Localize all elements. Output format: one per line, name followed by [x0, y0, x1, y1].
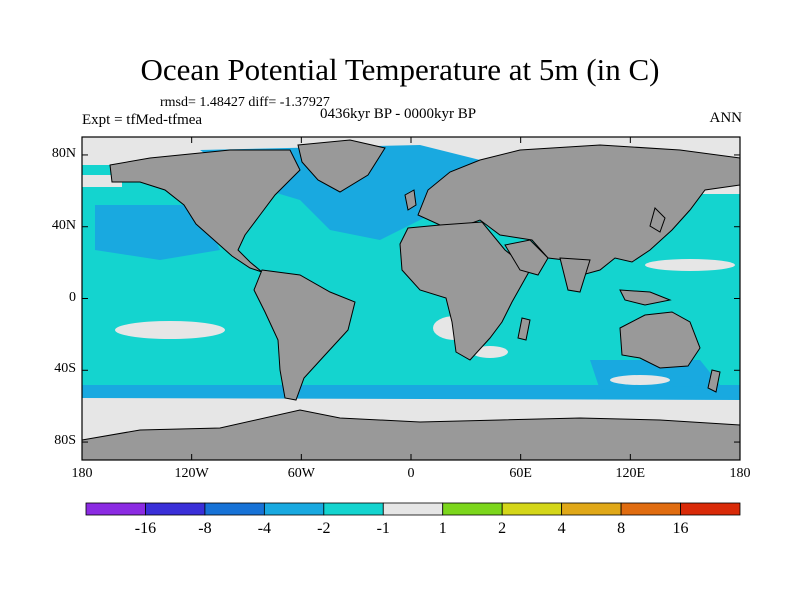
greenland — [297, 139, 386, 193]
period-label: 0436kyr BP - 0000kyr BP — [320, 106, 477, 122]
colorbar-swatch — [145, 502, 206, 516]
x-tick-label: 60W — [287, 466, 315, 481]
y-tick-label: 80N — [51, 145, 76, 161]
axis-ticks — [81, 137, 741, 460]
colorbar-swatch — [204, 502, 265, 516]
colorbar-label: 1 — [438, 520, 447, 537]
europe-asia — [417, 144, 740, 276]
colorbar-swatch — [442, 502, 503, 516]
south-america — [253, 269, 356, 401]
colorbar-label: -2 — [317, 520, 331, 537]
y-tick-label: 40S — [54, 361, 76, 377]
map-field — [82, 137, 740, 460]
x-tick-label: 120W — [174, 466, 209, 481]
y-tick-label: 40N — [51, 217, 76, 233]
madagascar — [517, 317, 531, 341]
north-america — [109, 149, 301, 273]
rmsd-diff-stats: rmsd= 1.48427 diff= -1.37927 — [160, 95, 330, 110]
colorbar-label: -8 — [198, 520, 212, 537]
x-tick-label: 180 — [71, 466, 93, 481]
x-tick-label: 120E — [615, 466, 646, 481]
colorbar-swatch — [501, 502, 563, 516]
colorbar-swatch — [620, 502, 681, 516]
australia — [619, 311, 701, 369]
x-tick-label: 180 — [729, 466, 751, 481]
colorbar-label: 8 — [617, 520, 626, 537]
season-label: ANN — [709, 110, 743, 126]
colorbar-label: 16 — [672, 520, 689, 537]
arabia — [504, 239, 549, 276]
colorbar-label: 4 — [557, 520, 566, 537]
colorbar-label: -1 — [376, 520, 390, 537]
x-tick-label: 0 — [407, 466, 415, 481]
x-tick-label: 60E — [509, 466, 532, 481]
japan — [649, 207, 666, 233]
southern-cool-band — [82, 385, 740, 400]
y-tick-label: 80S — [54, 433, 76, 449]
colorbar-swatch — [382, 502, 444, 516]
colorbar-swatch — [680, 502, 741, 516]
colorbar-swatch — [85, 502, 146, 516]
experiment-label: Expt = tfMed-tfmea — [82, 112, 203, 128]
indonesia — [619, 289, 672, 306]
colorbar-swatch — [561, 502, 622, 516]
colorbar-swatch — [263, 502, 325, 516]
antarctica — [82, 409, 740, 460]
south-pacific-patch — [115, 321, 225, 339]
y-tick-label: 0 — [69, 289, 76, 305]
continents — [82, 139, 740, 460]
uk — [404, 189, 417, 211]
colorbar-label: -16 — [134, 520, 157, 537]
africa — [399, 221, 531, 361]
colorbar-label: -4 — [257, 520, 272, 537]
colorbar — [85, 502, 741, 516]
new-zealand — [707, 369, 721, 393]
north-pacific-cool-region — [95, 205, 220, 260]
map-title: Ocean Potential Temperature at 5m (in C) — [140, 52, 660, 87]
colorbar-swatch — [323, 502, 384, 516]
colorbar-label: 2 — [498, 520, 507, 537]
india — [559, 257, 591, 293]
